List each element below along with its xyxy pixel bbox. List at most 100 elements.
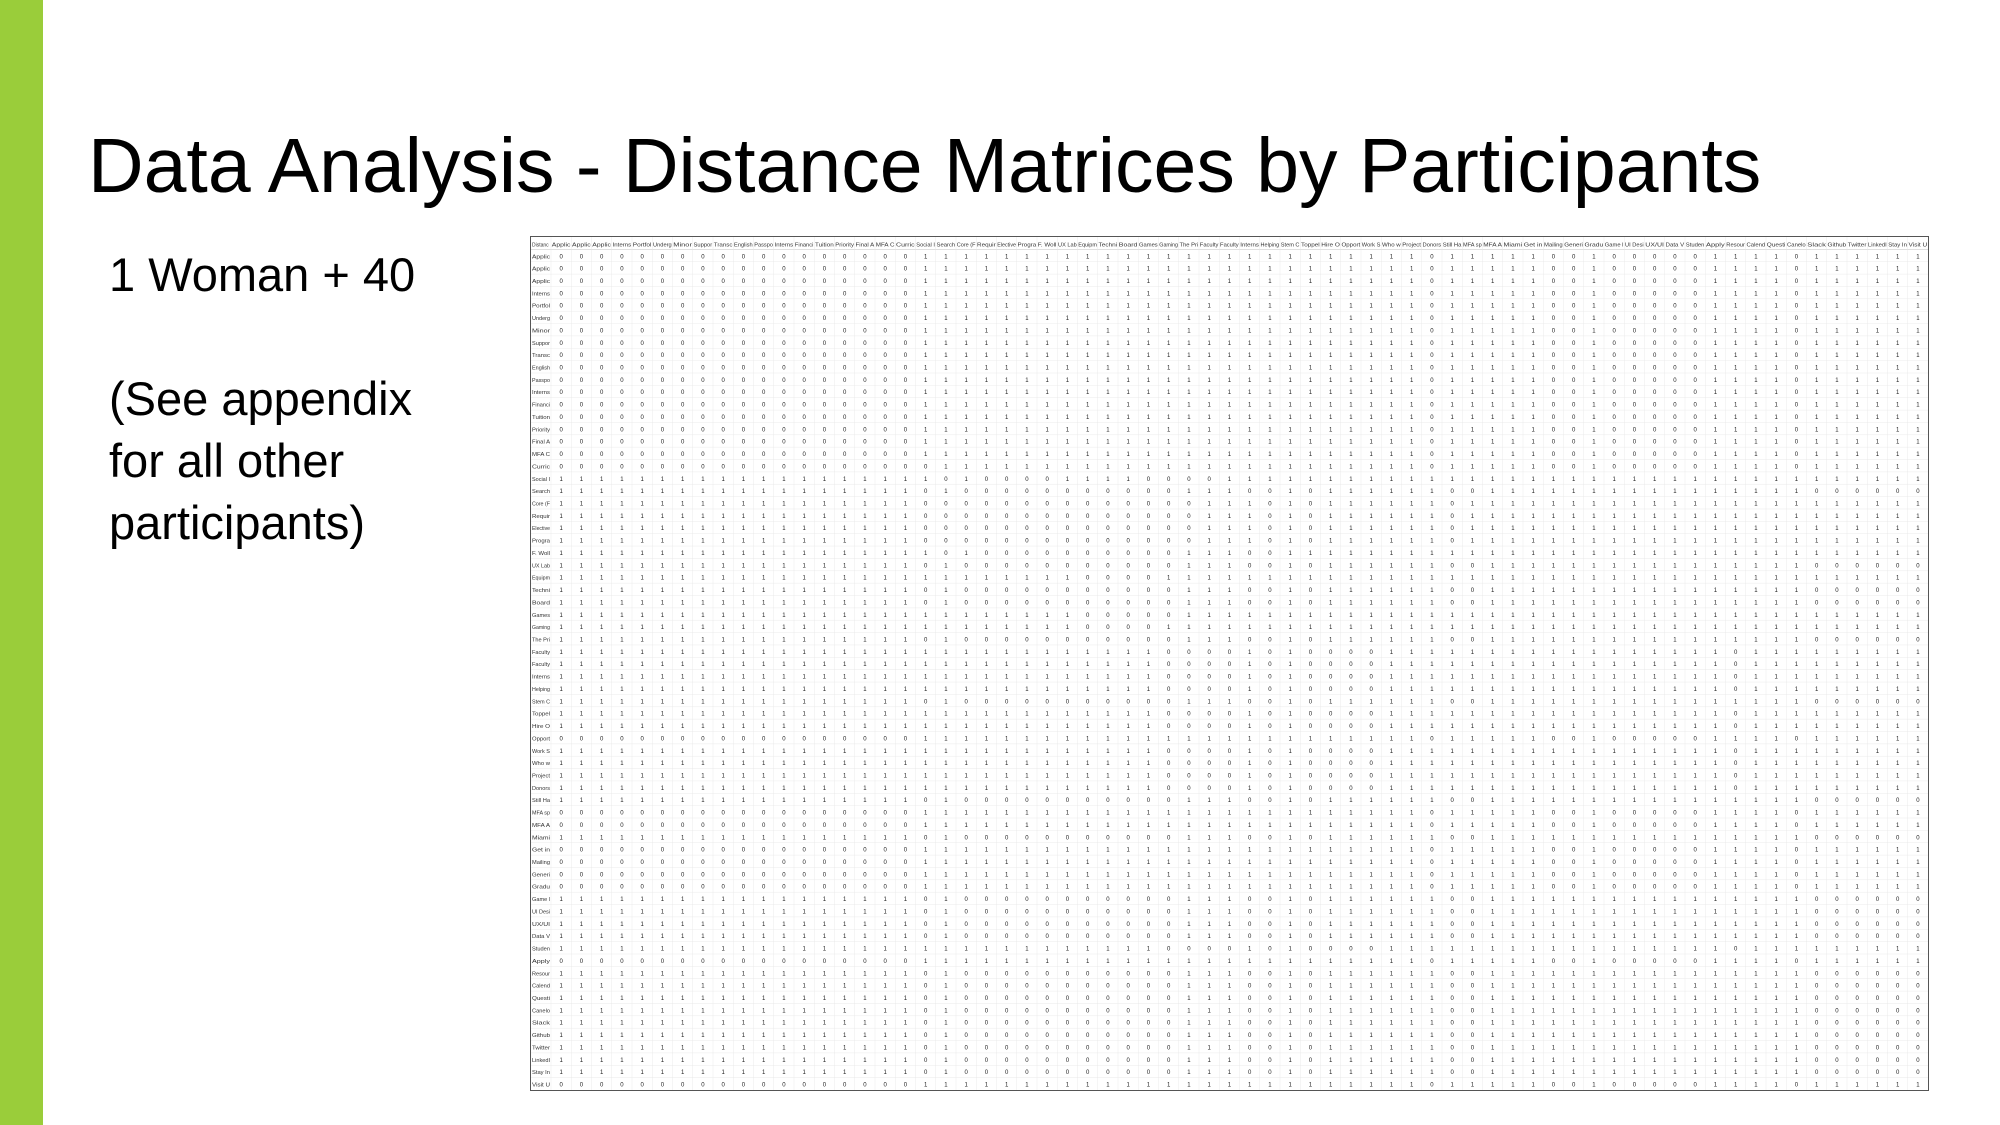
matrix-cell: 1 [721, 947, 725, 953]
matrix-cell: 1 [1673, 514, 1677, 520]
matrix-cell: 1 [1207, 304, 1211, 310]
matrix-cell: 1 [1734, 909, 1738, 915]
matrix-cell: 1 [1876, 947, 1880, 953]
matrix-cell: 0 [1430, 366, 1434, 372]
matrix-cell: 1 [640, 1045, 644, 1051]
matrix-cell: 0 [1025, 1008, 1029, 1014]
matrix-cell: 1 [1410, 613, 1414, 619]
matrix-cell: 1 [1268, 267, 1272, 273]
matrix-cell: 1 [1552, 539, 1556, 545]
matrix-cell: 1 [1876, 687, 1880, 693]
matrix-cell: 0 [1916, 996, 1920, 1002]
matrix-cell: 1 [1714, 909, 1718, 915]
matrix-cell: 1 [1410, 514, 1414, 520]
matrix-cell: 1 [1430, 650, 1434, 656]
matrix-cell: 1 [863, 1008, 867, 1014]
matrix-cell: 1 [1369, 823, 1373, 829]
matrix-cell: 1 [1187, 403, 1191, 409]
matrix-cell: 0 [701, 291, 705, 297]
matrix-cell: 1 [1552, 625, 1556, 631]
matrix-cell: 1 [1673, 563, 1677, 569]
matrix-cell: 1 [762, 662, 766, 668]
matrix-cell: 1 [1066, 390, 1070, 396]
matrix-cell: 0 [904, 378, 908, 384]
matrix-cell: 1 [802, 539, 806, 545]
matrix-cell: 1 [1572, 786, 1576, 792]
matrix-cell: 0 [1309, 1058, 1313, 1064]
matrix-cell: 1 [1916, 650, 1920, 656]
matrix-cell: 1 [782, 897, 786, 903]
matrix-cell: 0 [701, 885, 705, 891]
matrix-cell: 1 [1106, 341, 1110, 347]
matrix-cell: 1 [1187, 637, 1191, 643]
matrix-cell: 1 [721, 1058, 725, 1064]
matrix-cell: 1 [1916, 502, 1920, 508]
matrix-cell: 1 [1248, 712, 1252, 718]
matrix-cell: 1 [559, 625, 563, 631]
matrix-cell: 1 [1653, 526, 1657, 532]
row-header: Applic [532, 279, 551, 285]
matrix-cell: 1 [883, 576, 887, 582]
matrix-cell: 1 [1754, 254, 1758, 260]
matrix-cell: 1 [661, 996, 665, 1002]
matrix-cell: 1 [1916, 786, 1920, 792]
matrix-cell: 1 [1795, 625, 1799, 631]
matrix-cell: 1 [1329, 934, 1333, 940]
matrix-cell: 1 [1734, 415, 1738, 421]
matrix-cell: 1 [1653, 699, 1657, 705]
matrix-cell: 0 [600, 452, 604, 458]
matrix-cell: 1 [1714, 724, 1718, 730]
matrix-cell: 1 [600, 600, 604, 606]
matrix-cell: 0 [1066, 489, 1070, 495]
matrix-cell: 0 [802, 341, 806, 347]
row-header: Project [532, 773, 551, 779]
matrix-cell: 0 [782, 328, 786, 334]
matrix-cell: 1 [1855, 576, 1859, 582]
matrix-cell: 1 [843, 798, 847, 804]
matrix-cell: 0 [1025, 477, 1029, 483]
matrix-cell: 1 [1045, 403, 1049, 409]
matrix-cell: 0 [1673, 823, 1677, 829]
matrix-cell: 1 [1491, 464, 1495, 470]
matrix-cell: 1 [1795, 786, 1799, 792]
matrix-cell: 1 [1531, 860, 1535, 866]
matrix-cell: 1 [1491, 984, 1495, 990]
matrix-cell: 1 [1369, 835, 1373, 841]
matrix-cell: 0 [904, 390, 908, 396]
matrix-cell: 0 [1268, 897, 1272, 903]
matrix-cell: 0 [1309, 489, 1313, 495]
matrix-cell: 1 [1612, 773, 1616, 779]
matrix-cell: 1 [964, 291, 968, 297]
row-header: Miami [532, 835, 550, 841]
matrix-cell: 1 [1855, 440, 1859, 446]
column-header: Board [1119, 242, 1138, 248]
matrix-cell: 0 [559, 415, 563, 421]
matrix-cell: 0 [1248, 489, 1252, 495]
matrix-cell: 0 [863, 304, 867, 310]
matrix-cell: 1 [985, 341, 989, 347]
matrix-cell: 0 [762, 872, 766, 878]
matrix-cell: 1 [1714, 341, 1718, 347]
matrix-cell: 1 [762, 600, 766, 606]
matrix-cell: 1 [1086, 316, 1090, 322]
matrix-cell: 0 [863, 353, 867, 359]
matrix-cell: 0 [1612, 872, 1616, 878]
matrix-cell: 1 [1349, 304, 1353, 310]
matrix-cell: 1 [559, 477, 563, 483]
matrix-cell: 1 [1754, 650, 1758, 656]
accent-bar [0, 0, 43, 1125]
matrix-cell: 0 [1734, 947, 1738, 953]
matrix-cell: 1 [1228, 464, 1232, 470]
matrix-cell: 1 [1207, 279, 1211, 285]
matrix-cell: 0 [742, 427, 746, 433]
matrix-cell: 1 [1693, 724, 1697, 730]
matrix-cell: 1 [1855, 267, 1859, 273]
matrix-cell: 1 [661, 773, 665, 779]
matrix-cell: 0 [762, 736, 766, 742]
matrix-cell: 1 [1349, 1058, 1353, 1064]
matrix-cell: 1 [1147, 650, 1151, 656]
matrix-cell: 1 [742, 773, 746, 779]
matrix-cell: 1 [600, 526, 604, 532]
matrix-cell: 1 [1045, 279, 1049, 285]
matrix-cell: 1 [964, 464, 968, 470]
